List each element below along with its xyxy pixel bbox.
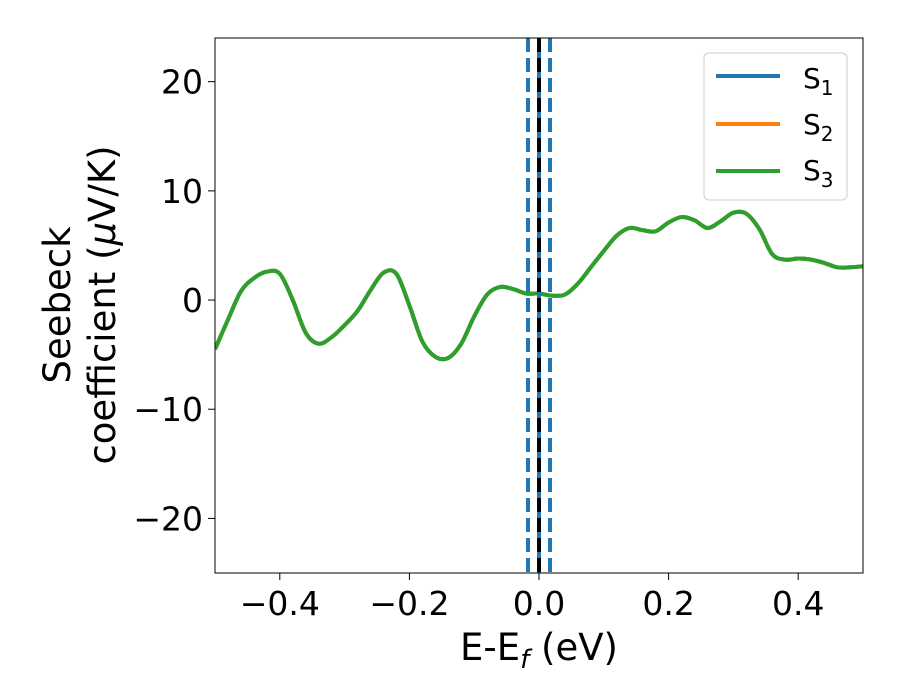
- x-axis-label-main: E-E: [460, 626, 520, 669]
- x-tick-label: 0.4: [772, 584, 824, 623]
- x-axis-label: E-Ef (eV): [460, 626, 618, 675]
- legend: S1 S2 S3: [703, 52, 848, 201]
- y-tick-label: 10: [161, 172, 203, 211]
- legend-label-s1: S1: [803, 62, 834, 100]
- y-tick-label: −20: [133, 499, 203, 538]
- x-tick-label: −0.2: [369, 584, 449, 623]
- x-tick-label: 0.2: [642, 584, 694, 623]
- y-tick-label: 0: [182, 281, 203, 320]
- x-tick-label: −0.4: [240, 584, 320, 623]
- x-tick-label: 0.0: [513, 584, 565, 623]
- x-axis-label-suffix: (eV): [529, 626, 618, 669]
- x-axis-ticks: −0.4 −0.2 0.0 0.2 0.4: [240, 573, 824, 623]
- y-tick-label: −10: [133, 390, 203, 429]
- y-axis-label-line1: Seebeck: [36, 226, 79, 384]
- y-axis-label-line2: coefficient (μV/K): [81, 145, 124, 464]
- y-axis-label: Seebeck coefficient (μV/K): [36, 145, 124, 464]
- legend-label-s2: S2: [803, 108, 834, 146]
- y-axis-ticks: −20 −10 0 10 20: [133, 63, 215, 538]
- y-tick-label: 20: [161, 63, 203, 102]
- legend-box: [703, 52, 848, 201]
- plot-area: [215, 38, 863, 573]
- legend-label-s3: S3: [803, 154, 834, 192]
